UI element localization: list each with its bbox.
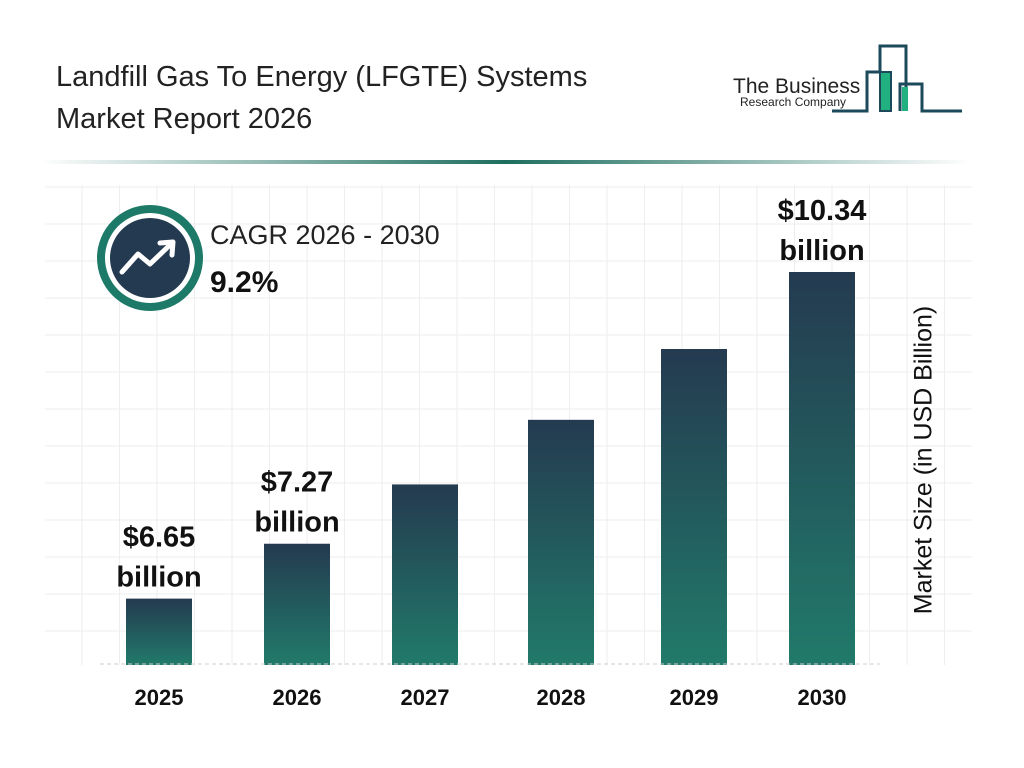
bar-2029	[661, 349, 727, 665]
data-label: $6.65	[123, 522, 196, 554]
chart-title: Landfill Gas To Energy (LFGTE) Systems M…	[56, 56, 587, 140]
data-label: billion	[779, 235, 864, 267]
cagr-label: CAGR 2026 - 2030	[210, 220, 440, 250]
cagr-value: 9.2%	[210, 266, 279, 299]
x-tick-label: 2025	[135, 685, 184, 710]
data-label: $7.27	[261, 467, 334, 499]
bar-2025	[126, 598, 192, 665]
bar-2030	[789, 272, 855, 665]
bar-2028	[528, 419, 594, 665]
cagr-badge	[97, 205, 203, 311]
title-line-2: Market Report 2026	[56, 103, 313, 135]
x-tick-label: 2030	[798, 685, 847, 710]
data-label: billion	[254, 507, 339, 539]
trending-up-icon	[119, 240, 175, 275]
x-tick-label: 2029	[670, 685, 719, 710]
x-tick-label: 2027	[401, 685, 450, 710]
bar-2026	[264, 543, 330, 665]
x-tick-label: 2028	[537, 685, 586, 710]
bar-2027	[392, 484, 458, 665]
data-label: billion	[116, 562, 201, 594]
x-tick-label: 2026	[273, 685, 322, 710]
y-axis-label: Market Size (in USD Billion)	[909, 305, 938, 615]
data-label: $10.34	[778, 195, 867, 227]
title-line-1: Landfill Gas To Energy (LFGTE) Systems	[56, 61, 588, 93]
header-divider	[40, 160, 970, 164]
